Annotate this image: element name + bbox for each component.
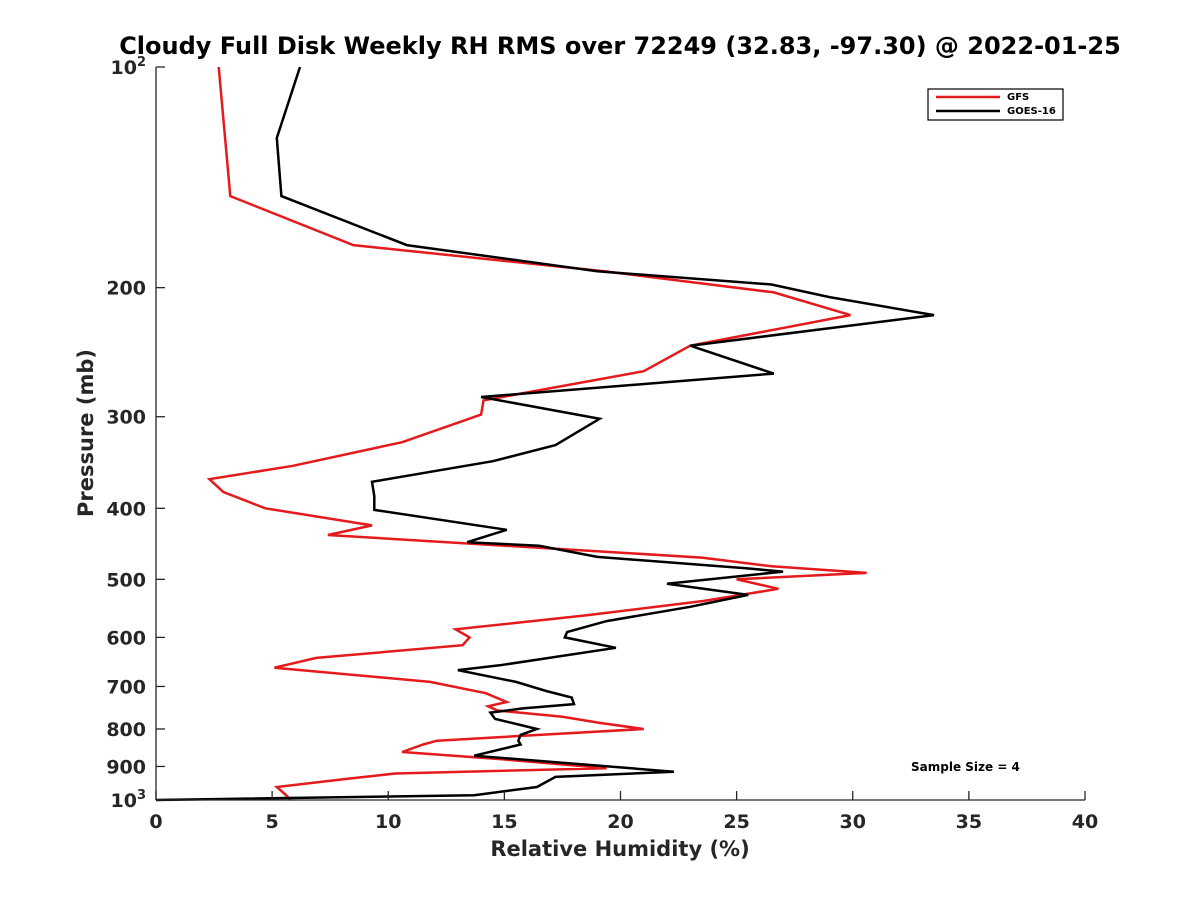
y-tick-label: 102	[111, 55, 147, 79]
y-tick-label: 200	[106, 278, 146, 300]
x-tick-label: 20	[607, 811, 633, 833]
sample-size-annotation: Sample Size = 4	[911, 760, 1020, 774]
y-tick-label: 103	[111, 788, 147, 812]
y-tick-label: 900	[106, 756, 146, 778]
legend: GFS GOES-16	[927, 88, 1064, 121]
x-tick-label: 15	[491, 811, 517, 833]
x-tick-label: 30	[840, 811, 866, 833]
plot-area: 0 5 10 15 20 25 30 35 40 102 200 300 400 500 600 700 80…	[106, 55, 1098, 833]
x-tick-label: 0	[149, 811, 162, 833]
legend-box	[927, 88, 1064, 121]
y-tick-label: 400	[106, 498, 146, 520]
x-tick-label: 25	[723, 811, 749, 833]
y-tick-label: 500	[106, 569, 146, 591]
x-axis-label: Relative Humidity (%)	[490, 837, 749, 861]
y-axis-label: Pressure (mb)	[74, 349, 98, 517]
x-tick-label: 40	[1072, 811, 1098, 833]
x-tick-label: 10	[375, 811, 401, 833]
chart-title: Cloudy Full Disk Weekly RH RMS over 7224…	[119, 32, 1121, 60]
x-tick-label: 35	[956, 811, 982, 833]
y-ticks: 102 200 300 400 500 600 700 800 900 103	[106, 55, 165, 812]
plot-background	[156, 67, 1085, 800]
legend-label-goes16: GOES-16	[1007, 106, 1056, 117]
series-layer	[155, 66, 935, 802]
y-tick-label: 700	[106, 676, 146, 698]
y-tick-label: 300	[106, 407, 146, 429]
series-line-goes16	[155, 66, 935, 802]
series-line-gfs	[206, 66, 867, 801]
x-tick-label: 5	[266, 811, 279, 833]
legend-label-gfs: GFS	[1007, 92, 1029, 103]
y-tick-label: 600	[106, 627, 146, 649]
y-tick-label: 800	[106, 719, 146, 741]
x-ticks: 0 5 10 15 20 25 30 35 40	[149, 791, 1098, 833]
